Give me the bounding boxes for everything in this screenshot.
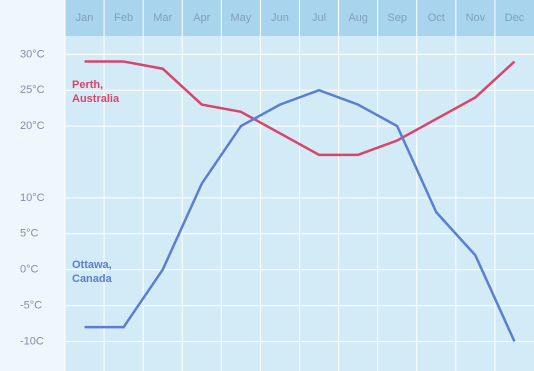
y-tick-label: 30°C xyxy=(20,48,45,60)
y-tick-label: -5°C xyxy=(20,299,42,311)
y-tick-label: 0°C xyxy=(20,264,39,276)
line xyxy=(84,60,516,157)
series-label: Ottawa, Canada xyxy=(72,259,112,285)
x-tick-label: Apr xyxy=(193,12,210,24)
x-tick-label: Dec xyxy=(505,12,525,24)
x-tick-label: Jul xyxy=(312,12,326,24)
x-tick-label: Nov xyxy=(466,12,486,24)
x-tick-label: Jun xyxy=(271,12,289,24)
line xyxy=(84,88,516,342)
y-tick-label: -10C xyxy=(20,335,44,347)
x-tick-label: Aug xyxy=(348,12,368,24)
x-tick-label: Oct xyxy=(428,12,445,24)
y-tick-label: 20°C xyxy=(20,120,45,132)
x-tick-label: May xyxy=(230,12,251,24)
y-tick-label: 10°C xyxy=(20,192,45,204)
x-tick-label: Sep xyxy=(387,12,407,24)
series-label: Perth, Australia xyxy=(72,79,120,105)
x-tick-label: Feb xyxy=(114,12,133,24)
x-tick-label: Jan xyxy=(76,12,94,24)
x-tick-label: Mar xyxy=(153,12,172,24)
y-tick-label: 5°C xyxy=(20,228,39,240)
y-tick-label: 25°C xyxy=(20,84,45,96)
